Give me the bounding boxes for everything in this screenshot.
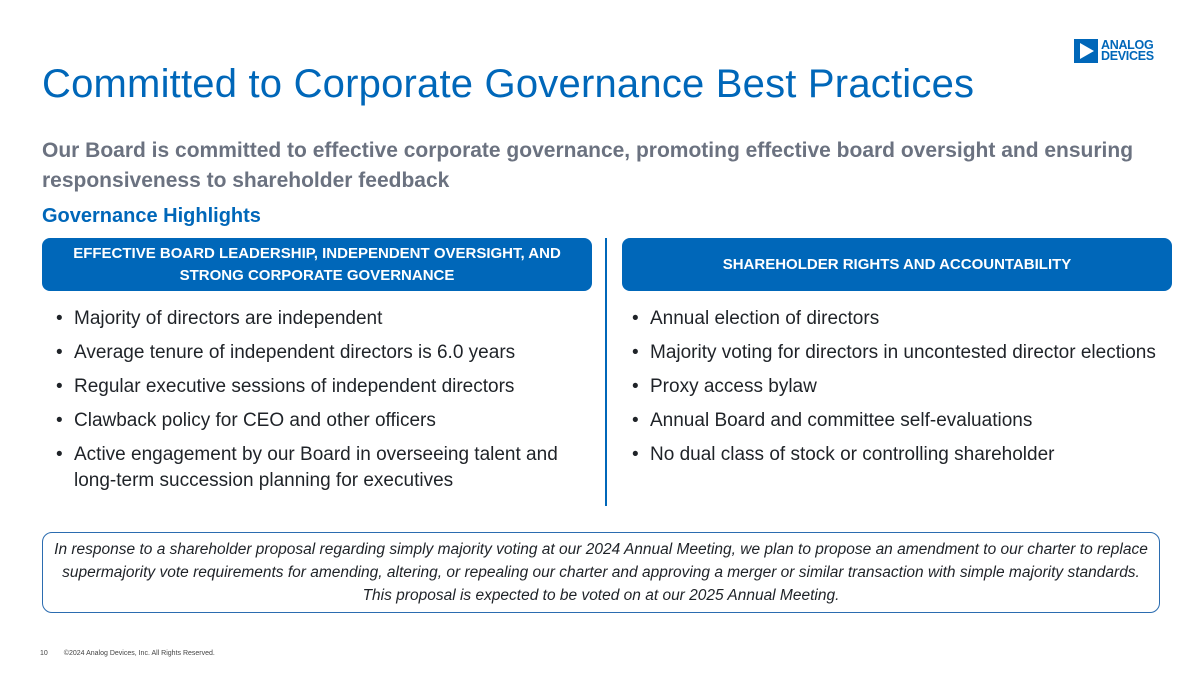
copyright: ©2024 Analog Devices, Inc. All Rights Re… [63,650,215,657]
list-item: • No dual class of stock or controlling s… [632,442,1162,468]
page-title: Committed to Corporate Governance Best P… [42,62,975,106]
column-header-board-leadership: EFFECTIVE BOARD LEADERSHIP, INDEPENDENT … [42,238,592,291]
logo-line-1: ANALOG [1101,38,1154,52]
bullet-icon: • [632,342,639,363]
list-item: • Annual election of directors [632,306,1162,332]
list-item: • Clawback policy for CEO and other offic… [56,408,586,434]
list-item: • Active engagement by our Board in overs… [56,444,558,491]
section-heading: Governance Highlights [42,205,261,227]
board-leadership-list: • Majority of directors are independent •… [56,306,586,502]
list-item: • Regular executive sessions of independe… [56,374,586,400]
bullet-icon: • [632,410,639,431]
list-item: • Proxy access bylaw [632,374,1162,400]
bullet-icon: • [632,308,639,329]
list-item: • Annual Board and committee self-evaluat… [632,408,1162,434]
bullet-icon: • [56,376,63,397]
bullet-icon: • [632,376,639,397]
bullet-icon: • [56,410,63,431]
shareholder-rights-list: • Annual election of directors • Majority … [632,306,1162,476]
list-item: • Majority of directors are independent [56,306,586,332]
page-subtitle: Our Board is committed to effective corp… [42,139,1134,192]
column-divider [605,238,607,506]
company-logo: ANALOG DEVICES [1074,39,1154,63]
logo-wordmark: ANALOG DEVICES [1101,38,1154,63]
column-header-shareholder-rights: SHAREHOLDER RIGHTS AND ACCOUNTABILITY [622,238,1172,291]
bullet-icon: • [56,342,63,363]
page-number: 10 [40,650,48,657]
bullet-icon: • [632,444,639,465]
footer: 10 ©2024 Analog Devices, Inc. All Rights… [40,650,215,657]
note-box: In response to a shareholder proposal re… [42,532,1160,613]
bullet-icon: • [56,308,63,329]
play-triangle-icon [1074,39,1098,63]
logo-line-2: DEVICES [1101,49,1154,63]
bullet-icon: • [56,444,63,465]
list-item: • Average tenure of independent directors… [56,340,586,366]
list-item: • Majority voting for directors in uncont… [632,340,1162,366]
note-text: In response to a shareholder proposal re… [54,541,1148,604]
